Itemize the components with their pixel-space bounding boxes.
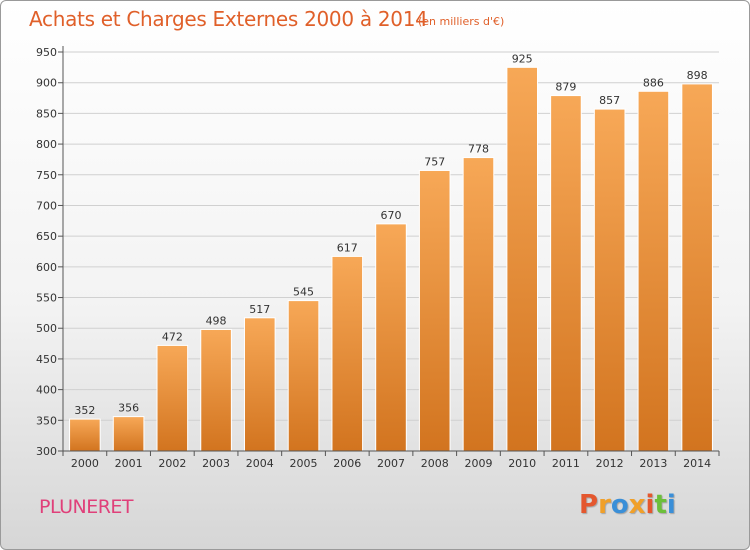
y-tick-label: 900 xyxy=(36,77,57,90)
bar xyxy=(637,90,670,452)
bar xyxy=(243,317,276,452)
x-tick-label: 2006 xyxy=(333,457,361,470)
value-label: 925 xyxy=(512,52,533,65)
x-tick-label: 2014 xyxy=(683,457,711,470)
bar xyxy=(69,418,101,452)
y-tick-label: 400 xyxy=(36,384,57,397)
y-tick-label: 600 xyxy=(36,261,57,274)
bar xyxy=(331,255,364,452)
y-tick-label: 950 xyxy=(36,46,57,59)
y-tick-label: 850 xyxy=(36,107,57,120)
x-tick-label: 2010 xyxy=(508,457,536,470)
value-label: 857 xyxy=(599,94,620,107)
x-tick-label: 2000 xyxy=(71,457,99,470)
commune-name: PLUNERET xyxy=(39,496,134,518)
proxiti-logo: Proxiti xyxy=(579,490,676,520)
x-tick-label: 2012 xyxy=(596,457,624,470)
bar xyxy=(418,169,451,452)
x-tick-label: 2005 xyxy=(290,457,318,470)
value-label: 472 xyxy=(162,330,183,343)
value-label: 670 xyxy=(381,209,402,222)
bar xyxy=(112,416,145,452)
y-tick-label: 350 xyxy=(36,414,57,427)
value-label: 352 xyxy=(74,404,95,417)
bars xyxy=(69,66,713,452)
y-tick-labels: 300 350 400 450 500 550 600 650 700 750 800 850 900 9… xyxy=(36,46,57,458)
value-labels: 352 356 472 498 517 545 617 670 757 778 925 879 857 8… xyxy=(74,52,707,417)
y-tick-label: 800 xyxy=(36,138,57,151)
value-label: 886 xyxy=(643,76,664,89)
x-tick-label: 2009 xyxy=(464,457,492,470)
y-tick-label: 450 xyxy=(36,353,57,366)
x-tick-label: 2001 xyxy=(115,457,143,470)
x-tick-label: 2013 xyxy=(639,457,667,470)
value-label: 498 xyxy=(206,314,227,327)
x-tick-label: 2008 xyxy=(421,457,449,470)
value-label: 617 xyxy=(337,241,358,254)
y-tick-label: 300 xyxy=(36,445,57,458)
value-label: 778 xyxy=(468,143,489,156)
bar xyxy=(156,344,189,452)
value-label: 757 xyxy=(424,155,445,168)
bar xyxy=(506,66,539,452)
y-tick-label: 700 xyxy=(36,199,57,212)
bar xyxy=(550,95,582,452)
bar xyxy=(462,157,495,452)
bar xyxy=(200,328,232,452)
bar xyxy=(681,83,713,452)
x-tick-label: 2004 xyxy=(246,457,274,470)
bar xyxy=(593,108,626,452)
value-label: 879 xyxy=(555,81,576,94)
x-tick-label: 2003 xyxy=(202,457,230,470)
y-tick-label: 500 xyxy=(36,322,57,335)
value-label: 517 xyxy=(249,303,270,316)
y-tick-label: 550 xyxy=(36,292,57,305)
chart-title: Achats et Charges Externes 2000 à 2014 xyxy=(29,7,428,31)
chart-subtitle: (en milliers d'€) xyxy=(418,15,505,28)
y-tick-label: 750 xyxy=(36,169,57,182)
bar xyxy=(287,300,320,452)
x-tick-labels: 2000 2001 2002 2003 2004 2005 2006 2007 2008 2009… xyxy=(71,457,711,470)
y-tick-label: 650 xyxy=(36,230,57,243)
value-label: 898 xyxy=(687,69,708,82)
x-tick-label: 2002 xyxy=(158,457,186,470)
axes xyxy=(58,46,720,456)
x-tick-label: 2007 xyxy=(377,457,405,470)
value-label: 356 xyxy=(118,402,139,415)
value-label: 545 xyxy=(293,286,314,299)
bar xyxy=(375,223,407,452)
x-tick-label: 2011 xyxy=(552,457,580,470)
